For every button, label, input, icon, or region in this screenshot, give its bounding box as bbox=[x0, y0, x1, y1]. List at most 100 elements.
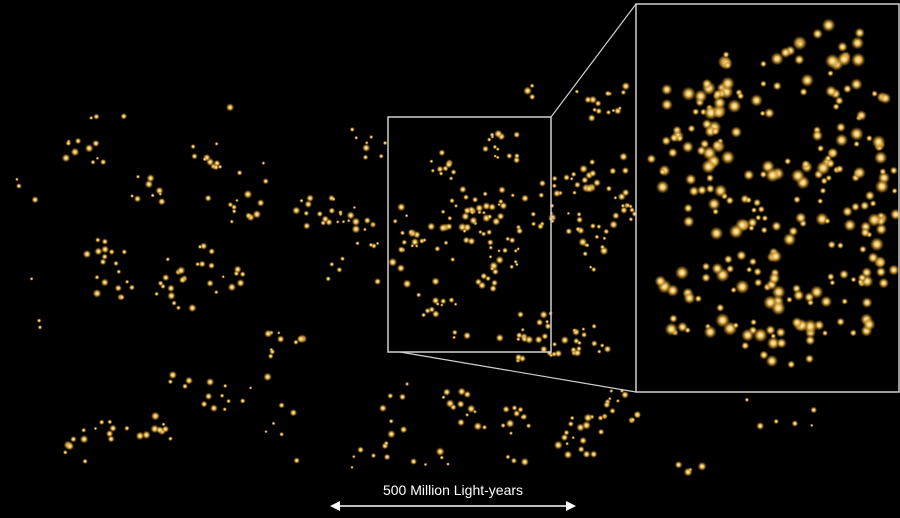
galaxy bbox=[581, 327, 586, 332]
galaxy bbox=[459, 185, 467, 194]
galaxy bbox=[521, 194, 529, 203]
galaxy bbox=[804, 354, 815, 364]
galaxy bbox=[832, 103, 840, 111]
galaxy bbox=[98, 419, 105, 426]
galaxy bbox=[427, 222, 436, 231]
galaxy bbox=[761, 214, 769, 222]
galaxy bbox=[757, 205, 765, 213]
galaxy bbox=[509, 264, 515, 270]
galaxy bbox=[74, 137, 82, 145]
galaxy bbox=[362, 227, 367, 232]
galaxy bbox=[692, 108, 700, 116]
galaxy bbox=[574, 181, 581, 189]
galaxy bbox=[529, 83, 535, 89]
galaxy bbox=[599, 343, 605, 348]
galaxy bbox=[569, 415, 575, 421]
galaxy bbox=[331, 196, 336, 202]
galaxy bbox=[362, 143, 371, 153]
galaxy bbox=[339, 256, 346, 262]
galaxy bbox=[378, 404, 387, 413]
galaxy bbox=[620, 89, 627, 96]
galaxy bbox=[221, 275, 225, 279]
galaxy bbox=[31, 196, 39, 204]
galaxy bbox=[423, 462, 428, 467]
galaxy bbox=[659, 168, 666, 176]
galaxy bbox=[488, 203, 497, 211]
galaxy bbox=[398, 393, 407, 401]
galaxy bbox=[165, 256, 171, 262]
galaxy bbox=[746, 266, 753, 273]
galaxy bbox=[93, 426, 98, 431]
galaxy bbox=[589, 450, 598, 459]
galaxy bbox=[304, 200, 313, 209]
galaxy bbox=[520, 413, 528, 421]
galaxy bbox=[736, 250, 747, 261]
galaxy bbox=[82, 249, 92, 259]
galaxy bbox=[560, 335, 570, 345]
galaxy bbox=[388, 257, 398, 267]
galaxy bbox=[443, 240, 449, 246]
galaxy bbox=[771, 221, 782, 232]
galaxy bbox=[682, 215, 695, 228]
galaxy bbox=[185, 376, 193, 385]
galaxy bbox=[535, 318, 544, 327]
galaxy bbox=[231, 208, 237, 214]
galaxy bbox=[374, 277, 382, 286]
galaxy bbox=[825, 85, 838, 98]
galaxy bbox=[630, 417, 636, 423]
galaxy bbox=[792, 289, 805, 302]
zoom-galaxies bbox=[646, 18, 900, 369]
galaxy bbox=[707, 197, 721, 211]
galaxy bbox=[486, 239, 494, 246]
galaxy bbox=[446, 462, 450, 467]
galaxy bbox=[770, 300, 786, 316]
galaxy bbox=[491, 279, 498, 287]
galaxy bbox=[713, 184, 728, 198]
galaxy bbox=[214, 289, 219, 295]
galaxy bbox=[352, 205, 357, 210]
galaxy bbox=[424, 307, 431, 314]
galaxy bbox=[453, 302, 458, 307]
galaxy bbox=[743, 169, 755, 181]
galaxy bbox=[306, 194, 314, 203]
galaxy bbox=[271, 421, 276, 426]
galaxy bbox=[495, 155, 500, 160]
galaxy bbox=[470, 210, 475, 215]
galaxy bbox=[851, 202, 860, 212]
galaxy bbox=[293, 457, 301, 464]
galaxy bbox=[431, 277, 440, 286]
galaxy bbox=[817, 198, 824, 205]
galaxy bbox=[278, 402, 285, 409]
galaxy bbox=[859, 200, 870, 211]
galaxy bbox=[510, 457, 518, 464]
galaxy bbox=[161, 425, 170, 433]
galaxy bbox=[794, 54, 805, 65]
galaxy bbox=[182, 383, 188, 390]
galaxy bbox=[489, 284, 497, 293]
galaxy bbox=[666, 284, 680, 297]
galaxy bbox=[236, 169, 243, 176]
galaxy bbox=[854, 27, 865, 39]
galaxy bbox=[325, 218, 333, 226]
galaxy bbox=[538, 179, 547, 187]
galaxy bbox=[316, 210, 323, 218]
galaxy bbox=[445, 222, 453, 231]
galaxy bbox=[410, 243, 415, 248]
galaxy bbox=[473, 421, 483, 431]
galaxy bbox=[772, 81, 782, 91]
galaxy bbox=[723, 254, 733, 264]
galaxy bbox=[796, 39, 805, 48]
galaxy bbox=[436, 165, 444, 173]
galaxy bbox=[829, 279, 836, 286]
galaxy bbox=[461, 212, 470, 221]
zoom-panel-frame bbox=[635, 3, 900, 393]
galaxy bbox=[720, 150, 736, 165]
galaxy-field bbox=[15, 81, 818, 477]
galaxy bbox=[730, 126, 743, 138]
galaxy bbox=[859, 245, 867, 254]
galaxy bbox=[888, 264, 900, 276]
galaxy bbox=[850, 276, 857, 283]
galaxy bbox=[336, 266, 343, 273]
galaxy bbox=[701, 159, 716, 175]
galaxy bbox=[248, 386, 253, 390]
